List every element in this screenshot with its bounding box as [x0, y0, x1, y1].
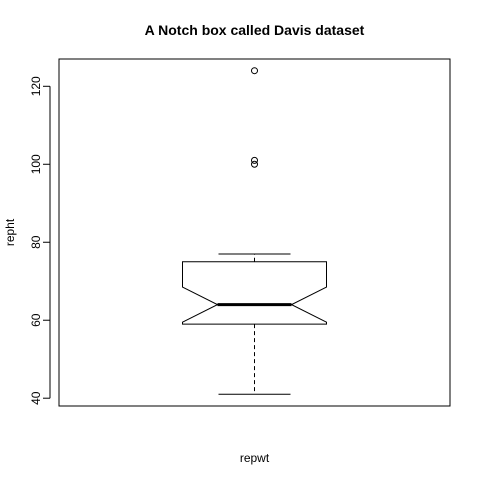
- plot-frame: [58, 58, 451, 407]
- chart-title: A Notch box called Davis dataset: [145, 22, 365, 38]
- y-tick-label: 120: [29, 76, 43, 96]
- y-tick-label: 100: [29, 154, 43, 174]
- outlier-point: [251, 160, 258, 168]
- y-tick-label: 40: [29, 391, 43, 405]
- x-axis-label: repwt: [240, 451, 270, 465]
- y-tick-label: 80: [29, 235, 43, 249]
- boxplot: [182, 253, 327, 395]
- notched-box: [182, 261, 327, 325]
- y-tick-label: 60: [29, 313, 43, 327]
- outlier-point: [251, 67, 258, 75]
- outliers: [251, 67, 258, 168]
- y-axis-label: repht: [3, 218, 17, 246]
- outlier-point: [251, 156, 258, 164]
- y-axis: 40 60 80 100 120: [29, 76, 51, 405]
